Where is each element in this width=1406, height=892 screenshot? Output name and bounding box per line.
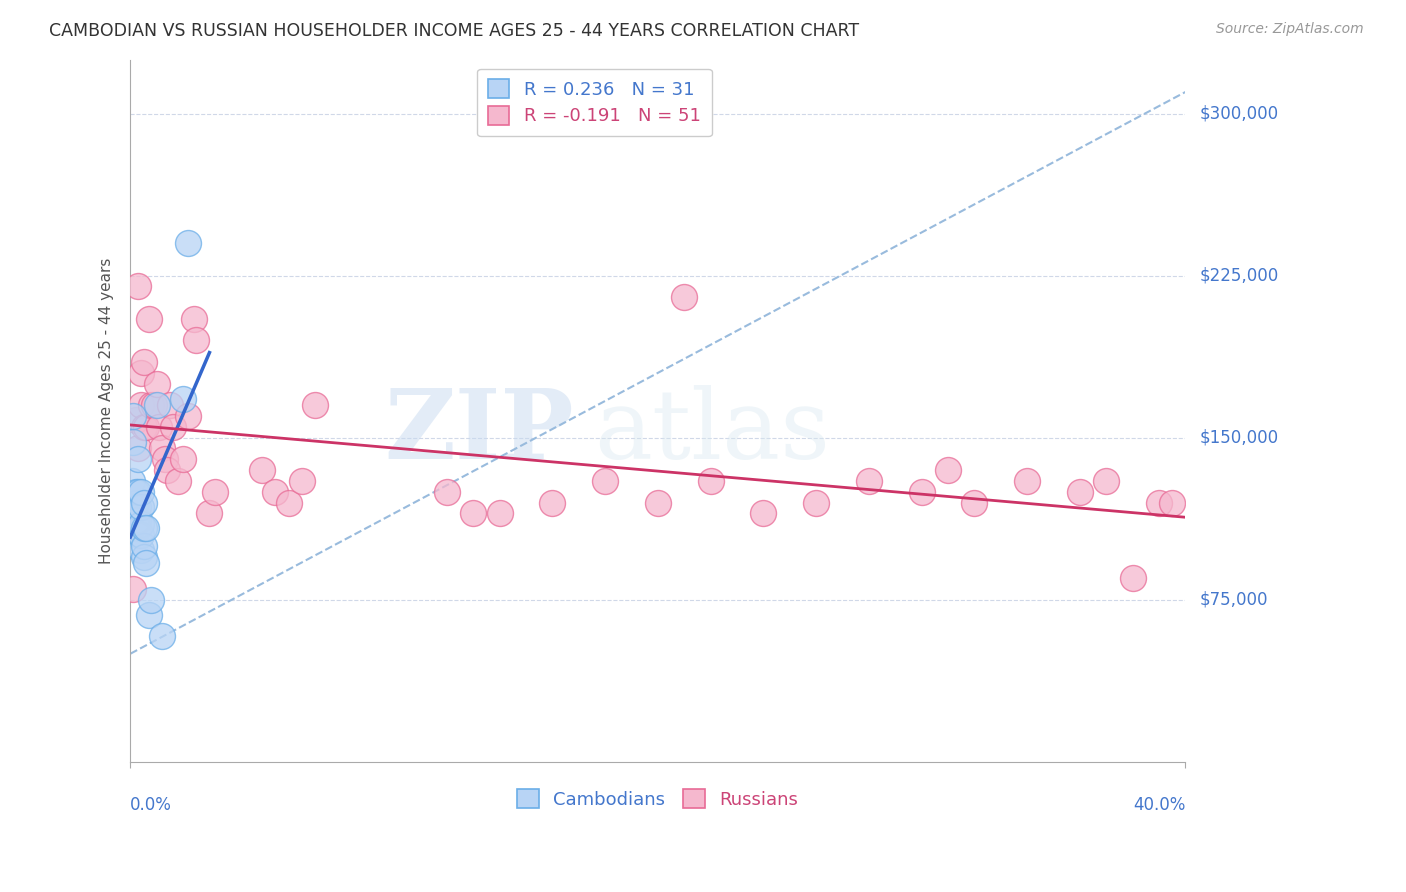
Point bbox=[129, 517, 152, 532]
Point bbox=[936, 463, 959, 477]
Point bbox=[150, 630, 173, 644]
Point bbox=[1161, 495, 1184, 509]
Point bbox=[129, 366, 152, 380]
Point bbox=[204, 484, 226, 499]
Point bbox=[127, 528, 149, 542]
Point bbox=[132, 539, 155, 553]
Point bbox=[124, 517, 146, 532]
Point bbox=[264, 484, 287, 499]
Point bbox=[699, 474, 721, 488]
Point bbox=[124, 500, 146, 514]
Point bbox=[129, 484, 152, 499]
Point bbox=[183, 311, 205, 326]
Point bbox=[752, 506, 775, 520]
Point bbox=[541, 495, 564, 509]
Point bbox=[127, 521, 149, 535]
Point bbox=[122, 582, 145, 596]
Text: $75,000: $75,000 bbox=[1199, 591, 1268, 608]
Point bbox=[124, 484, 146, 499]
Point bbox=[673, 290, 696, 304]
Point bbox=[150, 442, 173, 456]
Point bbox=[593, 474, 616, 488]
Point bbox=[141, 592, 163, 607]
Point bbox=[291, 474, 314, 488]
Point bbox=[148, 420, 170, 434]
Text: Source: ZipAtlas.com: Source: ZipAtlas.com bbox=[1216, 22, 1364, 37]
Point bbox=[125, 513, 148, 527]
Point bbox=[127, 500, 149, 514]
Point bbox=[127, 513, 149, 527]
Point bbox=[132, 495, 155, 509]
Point bbox=[963, 495, 986, 509]
Point bbox=[858, 474, 880, 488]
Point bbox=[135, 521, 157, 535]
Point bbox=[436, 484, 458, 499]
Point bbox=[172, 452, 194, 467]
Point bbox=[127, 452, 149, 467]
Point bbox=[162, 420, 184, 434]
Point bbox=[488, 506, 510, 520]
Point bbox=[124, 495, 146, 509]
Point bbox=[910, 484, 932, 499]
Point bbox=[198, 506, 221, 520]
Point bbox=[177, 236, 200, 251]
Point bbox=[804, 495, 827, 509]
Point bbox=[132, 355, 155, 369]
Point bbox=[127, 442, 149, 456]
Text: CAMBODIAN VS RUSSIAN HOUSEHOLDER INCOME AGES 25 - 44 YEARS CORRELATION CHART: CAMBODIAN VS RUSSIAN HOUSEHOLDER INCOME … bbox=[49, 22, 859, 40]
Point bbox=[647, 495, 669, 509]
Point bbox=[122, 435, 145, 450]
Text: $300,000: $300,000 bbox=[1199, 104, 1278, 122]
Point bbox=[132, 521, 155, 535]
Point bbox=[129, 500, 152, 514]
Text: 40.0%: 40.0% bbox=[1133, 797, 1185, 814]
Point bbox=[159, 398, 181, 412]
Point bbox=[121, 474, 143, 488]
Point bbox=[172, 392, 194, 406]
Point bbox=[277, 495, 299, 509]
Point bbox=[166, 474, 188, 488]
Point bbox=[1095, 474, 1118, 488]
Point bbox=[250, 463, 273, 477]
Y-axis label: Householder Income Ages 25 - 44 years: Householder Income Ages 25 - 44 years bbox=[100, 258, 114, 564]
Point bbox=[463, 506, 485, 520]
Point bbox=[132, 420, 155, 434]
Point bbox=[156, 463, 179, 477]
Point bbox=[138, 311, 160, 326]
Point bbox=[1122, 571, 1144, 585]
Point bbox=[135, 556, 157, 570]
Point bbox=[1017, 474, 1039, 488]
Point bbox=[127, 279, 149, 293]
Point bbox=[135, 420, 157, 434]
Point bbox=[304, 398, 326, 412]
Point bbox=[1069, 484, 1091, 499]
Point bbox=[138, 607, 160, 622]
Point bbox=[122, 409, 145, 423]
Point bbox=[1147, 495, 1170, 509]
Text: 0.0%: 0.0% bbox=[131, 797, 172, 814]
Point bbox=[141, 398, 163, 412]
Point bbox=[145, 376, 167, 391]
Point bbox=[143, 398, 166, 412]
Legend: Cambodians, Russians: Cambodians, Russians bbox=[510, 782, 806, 816]
Point bbox=[129, 528, 152, 542]
Point bbox=[132, 549, 155, 564]
Text: atlas: atlas bbox=[595, 384, 831, 479]
Point bbox=[129, 398, 152, 412]
Point bbox=[127, 484, 149, 499]
Point bbox=[186, 334, 208, 348]
Text: ZIP: ZIP bbox=[384, 384, 574, 479]
Point bbox=[124, 413, 146, 427]
Point bbox=[129, 543, 152, 558]
Text: $225,000: $225,000 bbox=[1199, 267, 1278, 285]
Point bbox=[177, 409, 200, 423]
Point bbox=[153, 452, 176, 467]
Point bbox=[145, 398, 167, 412]
Text: $150,000: $150,000 bbox=[1199, 429, 1278, 447]
